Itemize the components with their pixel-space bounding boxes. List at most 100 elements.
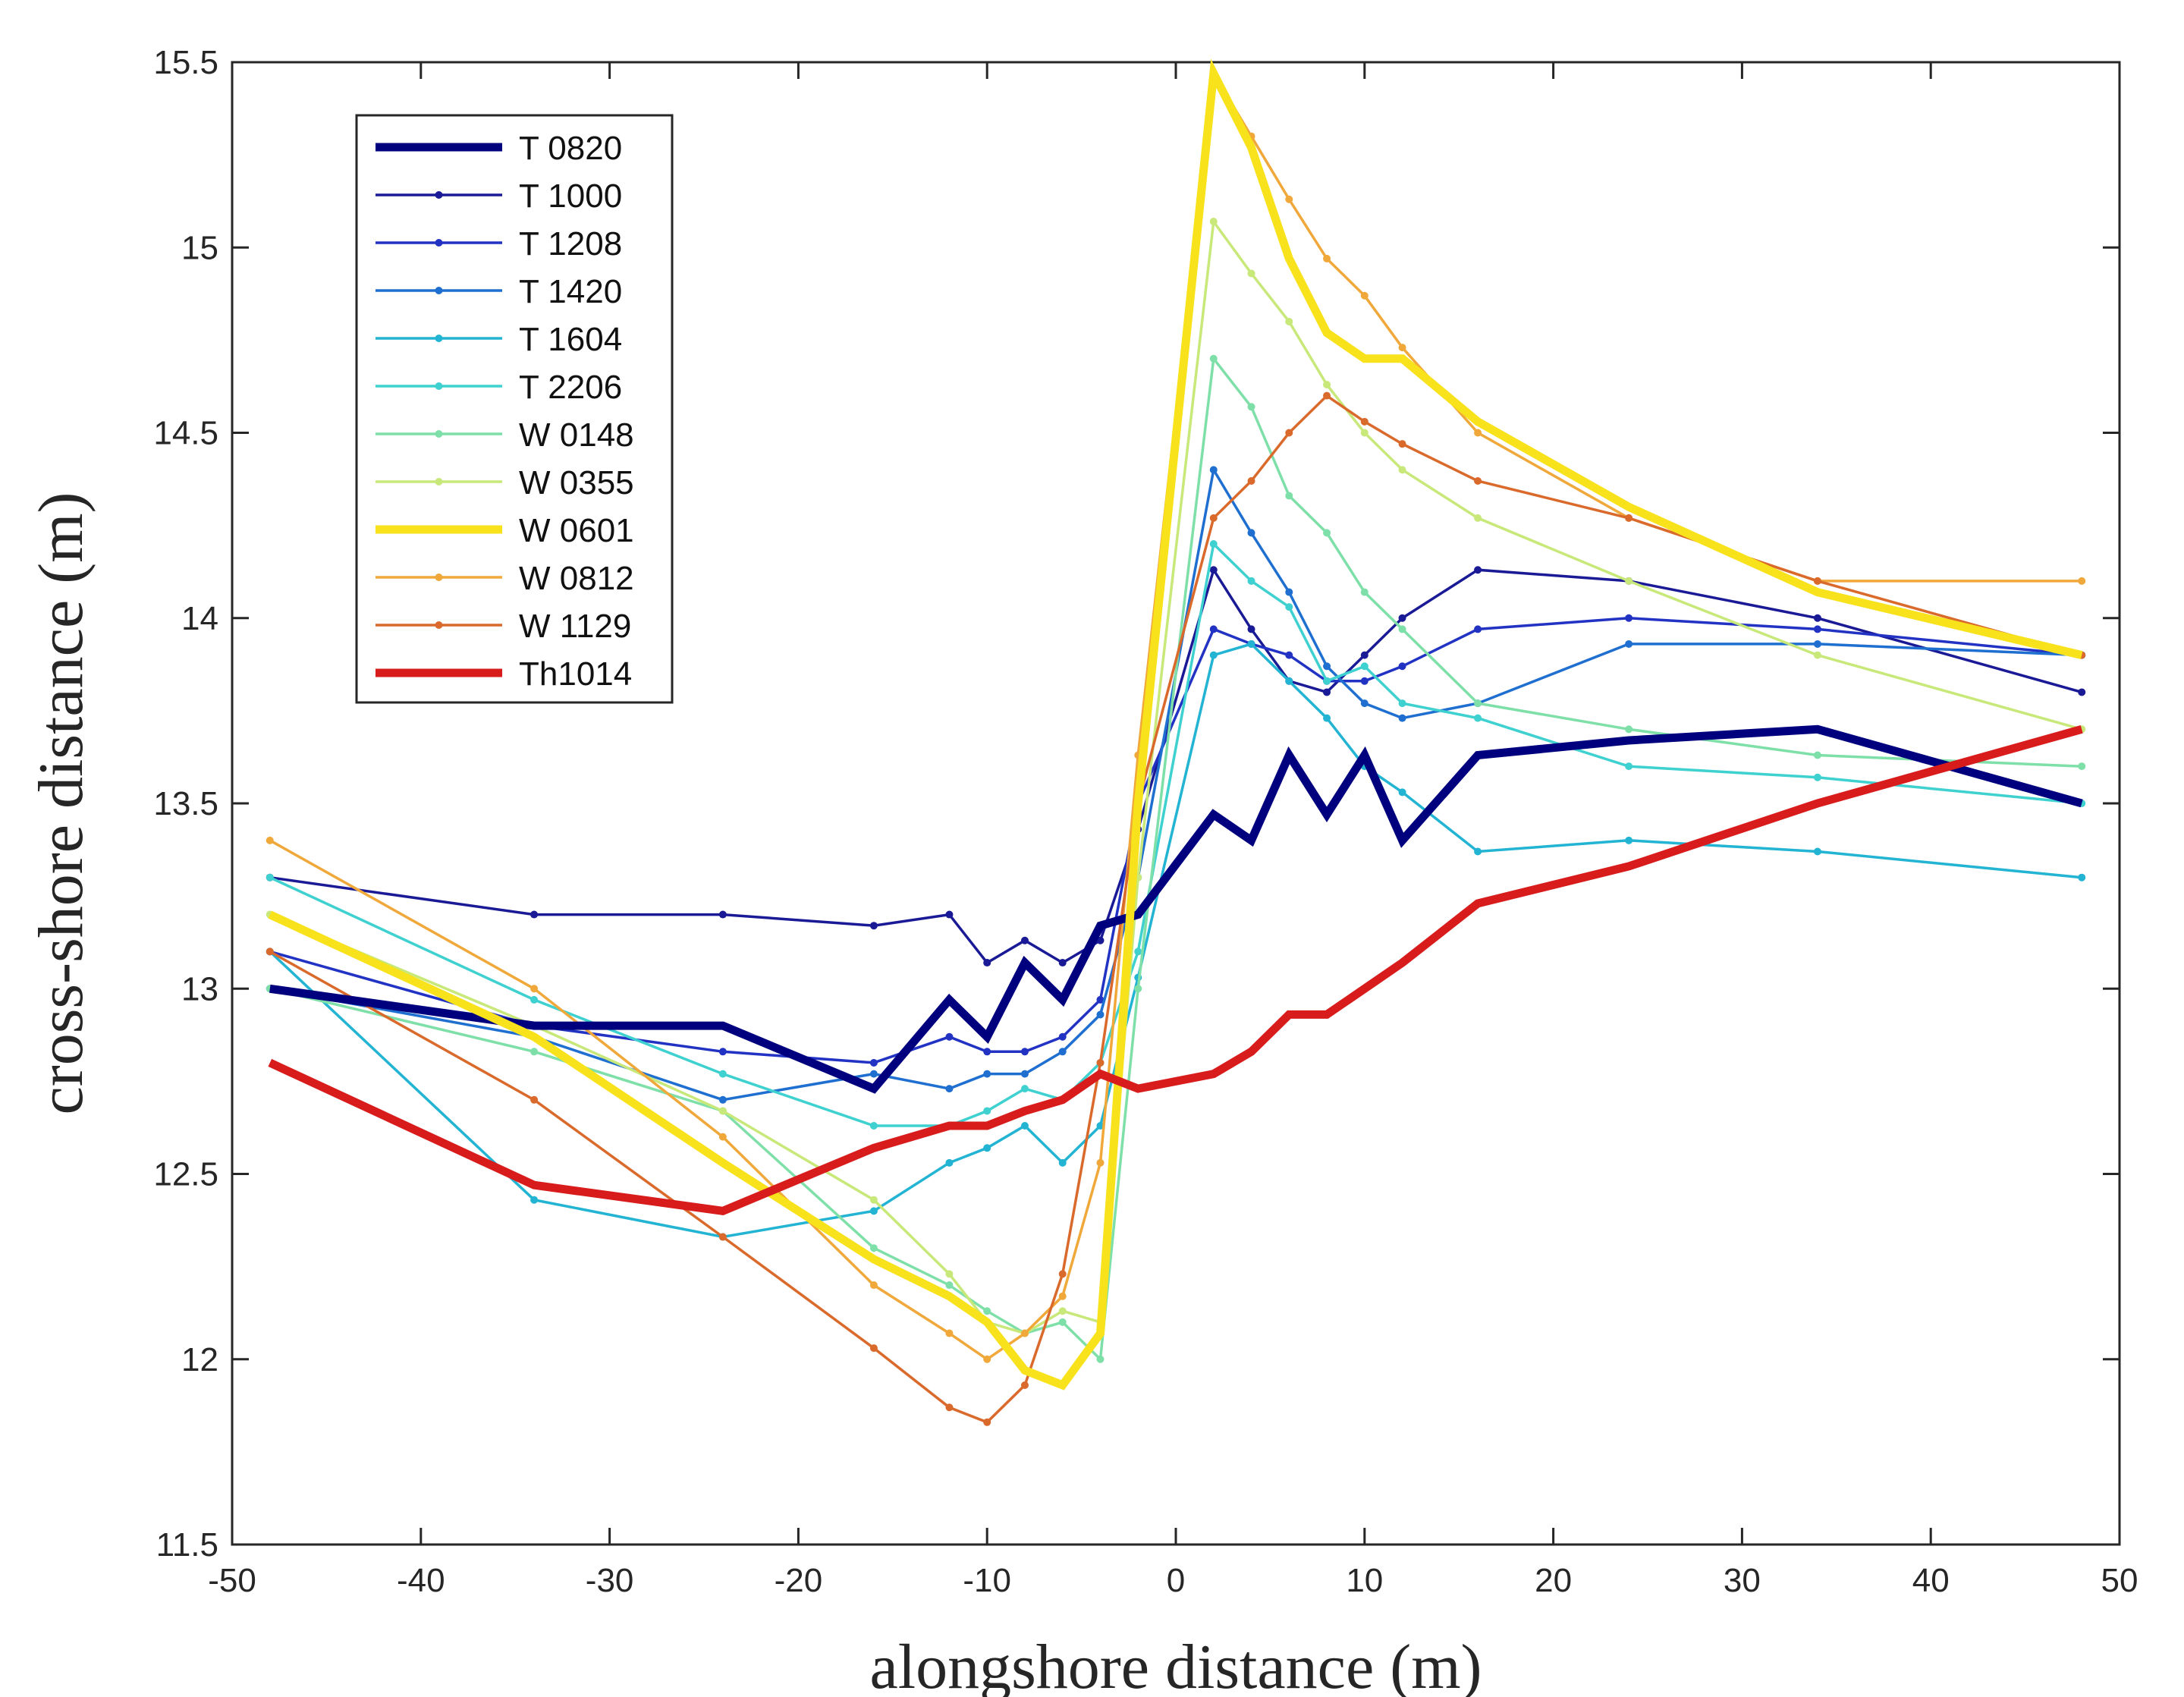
x-axis-label: alongshore distance (m)	[869, 1632, 1482, 1697]
data-point	[1398, 466, 1406, 474]
x-tick-label: 20	[1535, 1562, 1572, 1599]
data-point	[983, 1144, 991, 1152]
x-tick-label: -40	[397, 1562, 445, 1599]
tick-labels: -50 -40 -30 -20 -10 0 10 20 30 40 50 11.5 12 12.5 13 13…	[153, 44, 2138, 1599]
series-layer	[266, 58, 2086, 1426]
legend-label: T 1420	[519, 273, 622, 310]
data-point	[1625, 836, 1633, 844]
data-point	[1813, 625, 1821, 633]
series-line-t-1000	[269, 566, 2082, 965]
data-point	[983, 1048, 991, 1056]
data-point	[869, 1244, 878, 1252]
data-point	[1247, 577, 1255, 585]
legend-label: W 0148	[519, 416, 634, 454]
y-axis-label: cross-shore distance (m)	[26, 492, 96, 1114]
data-point	[983, 1355, 991, 1363]
data-point	[1247, 529, 1255, 537]
legend-marker	[435, 239, 443, 247]
data-point	[1360, 662, 1369, 671]
data-point	[1625, 614, 1633, 622]
data-point	[1474, 514, 1482, 522]
data-point	[1813, 577, 1821, 585]
data-point	[1813, 614, 1821, 622]
data-point	[1209, 625, 1218, 633]
data-point	[945, 1403, 954, 1412]
data-point	[1285, 195, 1293, 203]
data-point	[1209, 466, 1218, 474]
data-point	[1474, 625, 1482, 633]
series-line-t-1208	[269, 617, 2082, 1064]
data-point	[869, 1207, 878, 1215]
data-point	[2078, 873, 2086, 881]
legend-item-w-0355: W 0355	[376, 464, 634, 501]
data-point	[1625, 725, 1633, 734]
legend-item-t-0820: T 0820	[376, 130, 622, 167]
legend-item-t-1420: T 1420	[376, 273, 622, 310]
legend-label: W 0812	[519, 560, 634, 597]
data-point	[1020, 936, 1029, 944]
data-point	[266, 873, 274, 881]
data-point	[945, 1158, 954, 1167]
y-tick-label: 14	[181, 600, 218, 637]
data-point	[983, 1307, 991, 1315]
data-point	[1020, 1121, 1029, 1130]
data-point	[945, 1270, 954, 1278]
data-point	[1398, 662, 1406, 671]
data-point	[1247, 625, 1255, 633]
data-point	[1813, 847, 1821, 856]
legend-item-w-0812: W 0812	[376, 560, 634, 597]
data-point	[869, 1281, 878, 1290]
data-point	[1323, 380, 1331, 388]
data-point	[1398, 714, 1406, 722]
legend-marker	[435, 287, 443, 294]
x-tick-label: 0	[1167, 1562, 1185, 1599]
data-point	[869, 922, 878, 930]
x-tick-label: 10	[1346, 1562, 1383, 1599]
data-point	[1285, 603, 1293, 611]
series-w-1129	[266, 391, 2086, 1426]
y-tick-label: 15	[181, 229, 218, 266]
legend-marker	[435, 430, 443, 438]
data-point	[1625, 762, 1633, 771]
legend-label: T 0820	[519, 130, 622, 167]
data-point	[1398, 614, 1406, 622]
series-line-t-0820	[269, 724, 2083, 1094]
x-tick-label: -10	[963, 1562, 1011, 1599]
data-point	[1813, 751, 1821, 759]
data-point	[983, 959, 991, 967]
legend-label: W 0355	[519, 464, 634, 501]
legend-item-w-0601: W 0601	[376, 512, 634, 549]
data-point	[1058, 1048, 1067, 1056]
data-point	[1474, 429, 1482, 437]
data-point	[1323, 529, 1331, 537]
data-point	[718, 1070, 727, 1078]
series-line-w-1129	[269, 394, 2082, 1424]
data-point	[1813, 773, 1821, 781]
data-point	[1398, 625, 1406, 633]
legend-item-t-1604: T 1604	[376, 321, 622, 358]
series-line-t-2206	[269, 541, 2082, 1127]
series-t-1604	[266, 640, 2086, 1241]
y-tick-label: 13.5	[153, 785, 218, 822]
data-point	[2078, 688, 2086, 696]
legend-label: Th1014	[519, 655, 632, 693]
data-point	[2078, 762, 2086, 771]
data-point	[530, 995, 539, 1004]
data-point	[1285, 677, 1293, 685]
data-point	[1020, 1070, 1029, 1078]
x-tick-label: 50	[2101, 1562, 2138, 1599]
data-point	[1360, 699, 1369, 708]
data-point	[869, 1196, 878, 1204]
data-point	[945, 1032, 954, 1041]
axis-ticks	[231, 61, 2121, 1546]
x-tick-label: 40	[1912, 1562, 1950, 1599]
data-point	[1058, 1032, 1067, 1041]
data-point	[2078, 577, 2086, 585]
data-point	[1474, 477, 1482, 486]
data-point	[1360, 429, 1369, 437]
y-tick-label: 13	[181, 970, 218, 1007]
legend-label: W 1129	[519, 608, 631, 645]
legend-item-t-2206: T 2206	[376, 369, 622, 406]
data-point	[1247, 403, 1255, 411]
data-point	[718, 1048, 727, 1056]
